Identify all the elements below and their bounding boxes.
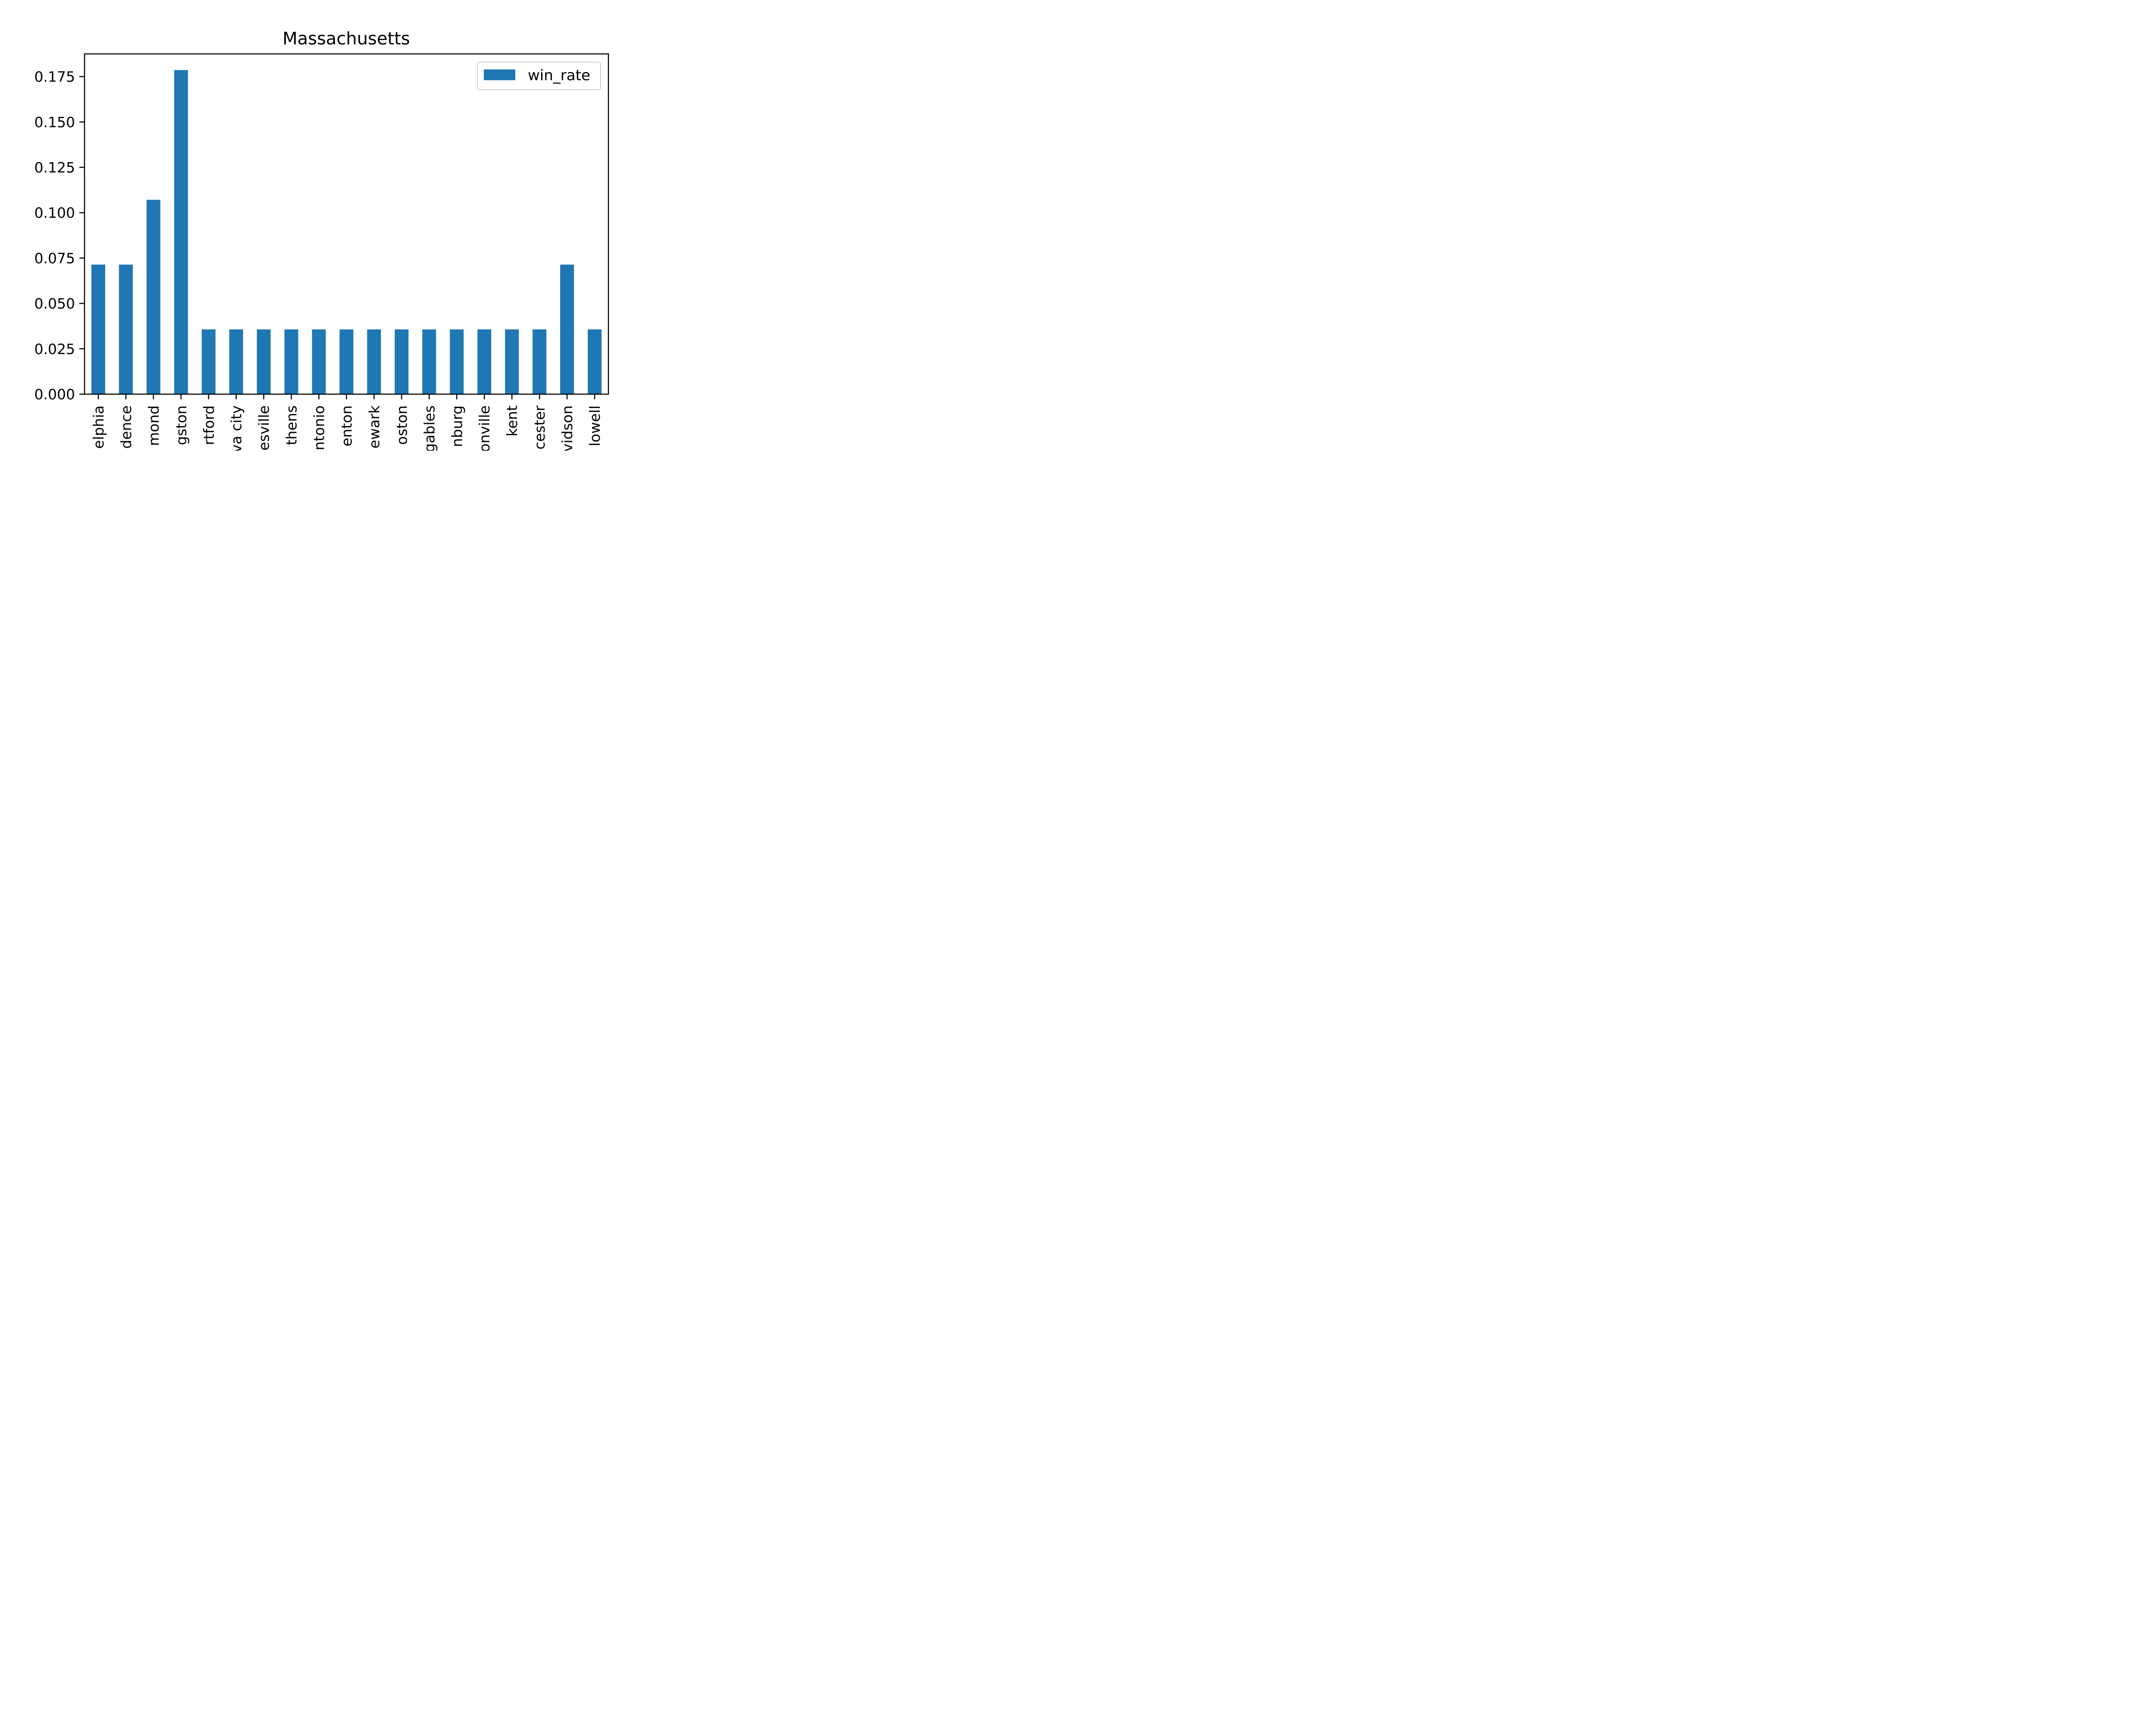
legend-box xyxy=(477,62,601,90)
y-tick-label: 0.150 xyxy=(34,114,75,131)
bar-12 xyxy=(422,329,436,394)
x-tick-label: nburg xyxy=(448,405,465,447)
x-tick-label: gables xyxy=(421,405,438,451)
bar-chart: Massachusetts 0.0000.0250.0500.0750.1000… xyxy=(34,29,609,451)
bar-3 xyxy=(174,70,188,394)
x-tick-label: dence xyxy=(118,405,135,449)
bar-15 xyxy=(505,329,519,394)
x-tick-label: rtford xyxy=(201,405,217,445)
x-tick-label: onville xyxy=(476,405,493,451)
bar-4 xyxy=(201,329,216,394)
bar-14 xyxy=(477,329,492,394)
bar-18 xyxy=(588,329,602,394)
legend: win_rate xyxy=(477,62,601,90)
legend-swatch xyxy=(484,69,515,80)
x-tick-label: ntonio xyxy=(311,405,328,450)
plot-frame xyxy=(84,53,609,395)
x-tick-label: lowell xyxy=(586,405,603,446)
x-tick-label: cester xyxy=(531,405,548,450)
x-tick-label: enton xyxy=(338,405,355,446)
bar-7 xyxy=(284,329,298,394)
x-tick-label: thens xyxy=(283,405,300,445)
bar-9 xyxy=(339,329,354,394)
x-tick-label: esville xyxy=(256,405,273,451)
legend-label: win_rate xyxy=(528,67,590,84)
x-tick-label: gston xyxy=(173,405,190,445)
y-tick-label: 0.050 xyxy=(34,295,75,312)
y-tick-label: 0.025 xyxy=(34,341,75,358)
x-tick-label: kent xyxy=(504,405,520,436)
y-tick-label: 0.075 xyxy=(34,250,75,267)
x-tick-label: vidson xyxy=(559,405,576,451)
bars-group xyxy=(91,70,602,394)
bar-13 xyxy=(450,329,464,394)
bar-17 xyxy=(560,264,574,394)
y-tick-label: 0.100 xyxy=(34,204,75,221)
bar-11 xyxy=(395,329,409,394)
x-tick-label: mond xyxy=(145,405,162,446)
x-tick-label: va city xyxy=(228,405,245,451)
x-tick-label: oston xyxy=(393,405,410,445)
x-tick-label: ewark xyxy=(366,405,382,448)
bar-1 xyxy=(119,264,133,394)
y-tick-label: 0.175 xyxy=(34,69,75,85)
bar-16 xyxy=(533,329,547,394)
chart-title: Massachusetts xyxy=(282,29,410,49)
y-axis: 0.000 0.025 0.050 0.075 0.100 0.125 0.150 0.175 xyxy=(34,69,85,403)
x-tick-label: elphia xyxy=(90,405,107,449)
bar-5 xyxy=(229,329,243,394)
bar-2 xyxy=(146,200,160,394)
bar-0 xyxy=(91,264,105,394)
bar-10 xyxy=(367,329,381,394)
x-axis: elphia dence mond gston rtford va city esville… xyxy=(90,394,603,451)
bar-6 xyxy=(257,329,271,394)
bar-8 xyxy=(312,329,326,394)
y-tick-label: 0.125 xyxy=(34,159,75,176)
y-tick-label: 0.000 xyxy=(34,386,75,403)
